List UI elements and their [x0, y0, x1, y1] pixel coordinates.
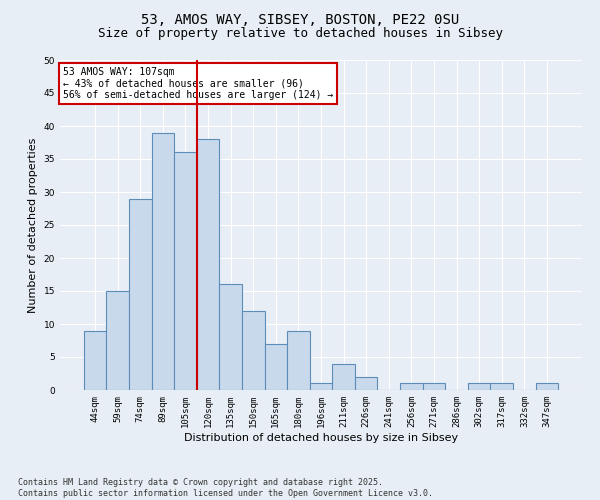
Bar [468, 384, 490, 390]
Bar [174, 152, 197, 390]
Y-axis label: Number of detached properties: Number of detached properties [28, 138, 38, 312]
Text: Contains HM Land Registry data © Crown copyright and database right 2025.
Contai: Contains HM Land Registry data © Crown c… [18, 478, 433, 498]
Text: 53, AMOS WAY, SIBSEY, BOSTON, PE22 0SU: 53, AMOS WAY, SIBSEY, BOSTON, PE22 0SU [141, 12, 459, 26]
Bar [490, 384, 513, 390]
X-axis label: Distribution of detached houses by size in Sibsey: Distribution of detached houses by size … [184, 432, 458, 442]
Bar [287, 330, 310, 390]
Bar [310, 384, 332, 390]
Bar [129, 198, 152, 390]
Bar [265, 344, 287, 390]
Bar [355, 377, 377, 390]
Bar [220, 284, 242, 390]
Bar [400, 384, 422, 390]
Bar [106, 291, 129, 390]
Bar [422, 384, 445, 390]
Text: 53 AMOS WAY: 107sqm
← 43% of detached houses are smaller (96)
56% of semi-detach: 53 AMOS WAY: 107sqm ← 43% of detached ho… [62, 66, 333, 100]
Bar [197, 139, 220, 390]
Bar [152, 132, 174, 390]
Text: Size of property relative to detached houses in Sibsey: Size of property relative to detached ho… [97, 28, 503, 40]
Bar [84, 330, 106, 390]
Bar [242, 311, 265, 390]
Bar [536, 384, 558, 390]
Bar [332, 364, 355, 390]
